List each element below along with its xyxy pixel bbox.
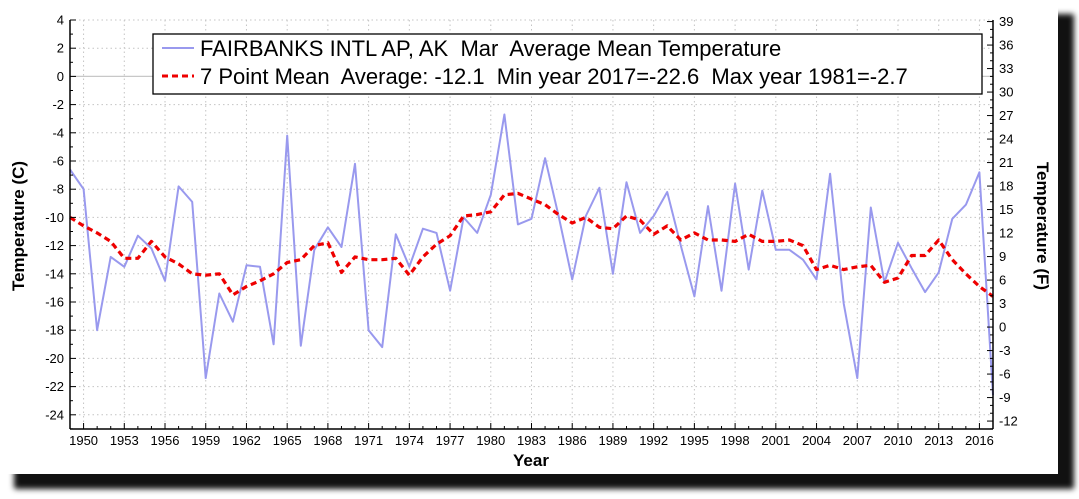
- y-tick-label-right: 15: [999, 202, 1013, 217]
- y-axis-title-left: Temperature (C): [9, 161, 28, 291]
- x-tick-label: 1953: [110, 433, 139, 448]
- x-tick-label: 2001: [761, 433, 790, 448]
- y-tick-label-left: 4: [57, 13, 64, 28]
- x-tick-label: 2010: [884, 433, 913, 448]
- y-tick-label-right: 6: [999, 273, 1006, 288]
- y-tick-label-left: -6: [52, 154, 64, 169]
- x-tick-label: 1950: [69, 433, 98, 448]
- legend-label-mean: 7 Point Mean Average: -12.1 Min year 201…: [200, 64, 908, 89]
- x-tick-label: 1977: [436, 433, 465, 448]
- y-tick-label-left: -22: [45, 379, 64, 394]
- y-tick-label-left: -18: [45, 323, 64, 338]
- axes: 420-2-4-6-8-10-12-14-16-18-20-22-2439363…: [45, 13, 1018, 449]
- x-tick-label: 1995: [680, 433, 709, 448]
- x-tick-label: 1992: [639, 433, 668, 448]
- y-tick-label-right: 27: [999, 108, 1013, 123]
- x-tick-label: 1986: [558, 433, 587, 448]
- y-tick-label-left: -12: [45, 238, 64, 253]
- x-tick-label: 1974: [395, 433, 424, 448]
- y-tick-label-right: -12: [999, 414, 1018, 429]
- y-axis-title-right: Temperature (F): [1033, 162, 1052, 290]
- x-tick-label: 2004: [802, 433, 831, 448]
- x-tick-label: 1980: [476, 433, 505, 448]
- y-tick-label-left: -10: [45, 210, 64, 225]
- y-tick-label-left: -4: [52, 125, 64, 140]
- x-tick-label: 2013: [924, 433, 953, 448]
- x-tick-label: 2007: [843, 433, 872, 448]
- y-tick-label-left: -8: [52, 182, 64, 197]
- y-tick-label-left: -20: [45, 351, 64, 366]
- mean-temperature-line: [69, 191, 994, 298]
- x-tick-label: 1962: [232, 433, 261, 448]
- y-tick-label-right: 0: [999, 320, 1006, 335]
- series-7-point-mean: [69, 191, 994, 298]
- legend-box: [152, 33, 983, 95]
- y-tick-label-right: 12: [999, 226, 1013, 241]
- x-tick-label: 1956: [151, 433, 180, 448]
- y-tick-label-right: 18: [999, 179, 1013, 194]
- y-tick-label-right: -3: [999, 343, 1011, 358]
- y-tick-label-right: 21: [999, 155, 1013, 170]
- x-axis-title: Year: [513, 451, 549, 470]
- y-tick-label-right: 9: [999, 249, 1006, 264]
- y-tick-label-left: -16: [45, 295, 64, 310]
- y-tick-label-right: -6: [999, 367, 1011, 382]
- x-tick-label: 1998: [721, 433, 750, 448]
- y-tick-label-right: -9: [999, 390, 1011, 405]
- x-tick-label: 1989: [598, 433, 627, 448]
- x-tick-label: 1965: [273, 433, 302, 448]
- y-tick-label-left: 0: [57, 69, 64, 84]
- y-tick-label-right: 24: [999, 132, 1013, 147]
- raw-temperature-line: [69, 113, 994, 396]
- series-raw-temperature: [69, 113, 994, 396]
- x-tick-label: 1983: [517, 433, 546, 448]
- x-tick-label: 2016: [965, 433, 994, 448]
- y-tick-label-right: 3: [999, 296, 1006, 311]
- y-tick-label-left: 2: [57, 41, 64, 56]
- legend-label-raw: FAIRBANKS INTL AP, AK Mar Average Mean T…: [200, 36, 781, 61]
- y-tick-label-left: -14: [45, 266, 64, 281]
- y-tick-label-left: -2: [52, 97, 64, 112]
- x-tick-label: 1971: [354, 433, 383, 448]
- y-tick-label-right: 30: [999, 85, 1013, 100]
- y-tick-label-right: 39: [999, 14, 1013, 29]
- x-tick-label: 1968: [313, 433, 342, 448]
- y-tick-label-left: -24: [45, 407, 64, 422]
- legend: FAIRBANKS INTL AP, AK Mar Average Mean T…: [152, 33, 983, 95]
- x-tick-label: 1959: [191, 433, 220, 448]
- y-tick-label-right: 36: [999, 38, 1013, 53]
- y-tick-label-right: 33: [999, 61, 1013, 76]
